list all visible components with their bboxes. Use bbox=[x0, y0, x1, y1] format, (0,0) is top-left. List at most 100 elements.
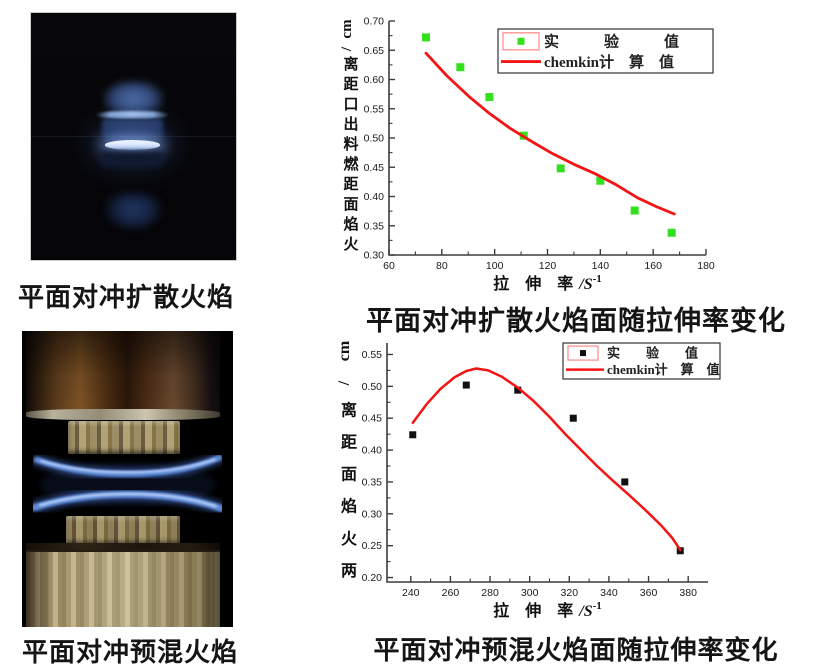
y-axis-label-char: / bbox=[339, 46, 355, 52]
y-tick-label: 0.50 bbox=[364, 133, 385, 145]
y-axis-label-char: 距 bbox=[343, 176, 358, 193]
chart-diffusion-flame: 60 80 100 120 140 160 180 0.30 0.35 0.40 0.45 0.50 0… bbox=[339, 16, 715, 294]
data-point-square bbox=[667, 228, 676, 237]
x-tick-label: 60 bbox=[383, 260, 395, 272]
burner-rim-glow bbox=[96, 110, 169, 120]
caption-premixed-photo: 平面对冲预混火焰 bbox=[21, 638, 238, 667]
y-tick-label: 0.30 bbox=[364, 250, 385, 262]
legend-marker-square bbox=[580, 350, 586, 357]
flame-haze bbox=[102, 79, 165, 115]
lower-burner-rim bbox=[26, 542, 221, 551]
y-axis-label-char: 两 bbox=[341, 562, 357, 580]
x-tick-label: 100 bbox=[486, 260, 504, 272]
legend-symbol-frame bbox=[567, 345, 599, 361]
chart-premixed-flame: 240 260 280 300 320 340 360 380 0.20 0.25 0.30 0.35… bbox=[336, 340, 721, 620]
y-tick-label: 0.55 bbox=[362, 349, 383, 361]
x-tick-label: 260 bbox=[442, 587, 460, 599]
lower-burner-sheen bbox=[26, 550, 221, 627]
x-tick-label: 360 bbox=[640, 587, 658, 599]
legend-box bbox=[497, 28, 714, 74]
legend-marker-square bbox=[517, 37, 525, 45]
flame-under-glow bbox=[98, 151, 165, 168]
x-tick-label: 80 bbox=[436, 260, 448, 272]
twin-blue-flames bbox=[32, 455, 223, 515]
y-axis-label-char: 燃 bbox=[343, 155, 359, 173]
x-axis-label: 拉 伸 率/S-1 bbox=[493, 600, 602, 620]
caption-premixed-chart: 平面对冲预混火焰面随拉伸率变化 bbox=[373, 636, 779, 665]
y-axis-label-char: 火 bbox=[343, 236, 359, 253]
x-tick-label: 380 bbox=[679, 587, 697, 599]
y-axis-label-char: 出 bbox=[343, 115, 358, 133]
data-point-square bbox=[514, 386, 522, 394]
data-point-square bbox=[421, 33, 430, 42]
x-tick-label: 120 bbox=[539, 260, 557, 272]
data-point-square bbox=[556, 164, 565, 173]
x-tick-label: 160 bbox=[644, 260, 662, 272]
data-point-square bbox=[456, 63, 465, 72]
flame-disk bbox=[104, 140, 161, 150]
y-axis-label-char: 焰 bbox=[343, 215, 358, 233]
y-tick-label: 0.20 bbox=[362, 572, 383, 584]
y-axis-label-char: / bbox=[336, 380, 353, 386]
x-tick-label: 320 bbox=[561, 587, 579, 599]
series-chemkin-line bbox=[424, 51, 676, 216]
table-edge bbox=[31, 135, 236, 137]
legend-label-chemkin: chemkin计 算 值 bbox=[544, 53, 674, 71]
y-tick-label: 0.55 bbox=[364, 103, 385, 115]
y-axis-label-char: 焰 bbox=[341, 497, 357, 516]
data-point-square bbox=[485, 93, 494, 102]
upper-flame bbox=[33, 455, 222, 478]
x-tick-label: 240 bbox=[402, 587, 420, 599]
data-point-square bbox=[621, 478, 629, 486]
y-axis-label-char: 离 bbox=[341, 400, 357, 419]
y-tick-label: 0.25 bbox=[362, 540, 383, 552]
premixed-flame-photo bbox=[22, 331, 233, 627]
x-tick-label: 300 bbox=[521, 587, 539, 599]
y-axis-label-char: 口 bbox=[343, 97, 358, 113]
series-experimental-points bbox=[409, 381, 684, 555]
data-point-square bbox=[409, 431, 417, 439]
upper-flame-core bbox=[39, 458, 216, 474]
y-axis-label-char: 离 bbox=[343, 55, 358, 73]
lower-nozzle bbox=[66, 516, 181, 545]
lower-flame-core bbox=[38, 493, 217, 508]
legend-box bbox=[562, 342, 721, 380]
upper-burner-rim bbox=[26, 409, 221, 421]
y-tick-label: 0.60 bbox=[364, 74, 385, 86]
x-tick-label: 280 bbox=[481, 587, 499, 599]
y-axis-label-char: cm bbox=[339, 19, 355, 39]
y-tick-label: 0.30 bbox=[362, 508, 383, 520]
legend-symbol-frame bbox=[502, 32, 540, 51]
y-tick-label: 0.35 bbox=[364, 220, 385, 232]
legend-label-experimental: 实 验 值 bbox=[607, 346, 698, 361]
data-point-square bbox=[630, 206, 639, 215]
diffusion-flame-photo bbox=[30, 12, 237, 261]
y-tick-label: 0.70 bbox=[364, 16, 385, 28]
y-tick-label: 0.40 bbox=[362, 445, 383, 457]
x-tick-label: 180 bbox=[697, 260, 715, 272]
y-axis-label-char: 距 bbox=[343, 76, 358, 93]
y-axis-label-char: 料 bbox=[343, 135, 358, 153]
y-tick-label: 0.65 bbox=[364, 45, 385, 57]
x-tick-label: 340 bbox=[600, 587, 618, 599]
series-chemkin-line bbox=[411, 367, 682, 552]
y-axis-label-char: 火 bbox=[341, 530, 358, 548]
flame-body bbox=[101, 119, 164, 141]
x-axis-label: 拉 伸 率/S-1 bbox=[493, 273, 602, 293]
y-axis-label-char: 面 bbox=[343, 196, 358, 213]
y-tick-label: 0.40 bbox=[364, 191, 385, 203]
flame-reflection bbox=[104, 193, 163, 231]
upper-burner-shading bbox=[26, 331, 221, 413]
data-point-square bbox=[569, 414, 577, 422]
axis-lines bbox=[386, 343, 708, 583]
data-point-square bbox=[596, 176, 605, 185]
y-tick-label: 0.50 bbox=[362, 381, 383, 393]
caption-diffusion-chart: 平面对冲扩散火焰面随拉伸率变化 bbox=[366, 306, 786, 336]
legend-label-experimental: 实 验 值 bbox=[544, 33, 679, 51]
data-point-square bbox=[462, 381, 470, 389]
y-axis-label-char: 距 bbox=[341, 433, 357, 451]
y-axis-label-char: 面 bbox=[341, 466, 357, 484]
y-tick-label: 0.35 bbox=[362, 476, 383, 488]
